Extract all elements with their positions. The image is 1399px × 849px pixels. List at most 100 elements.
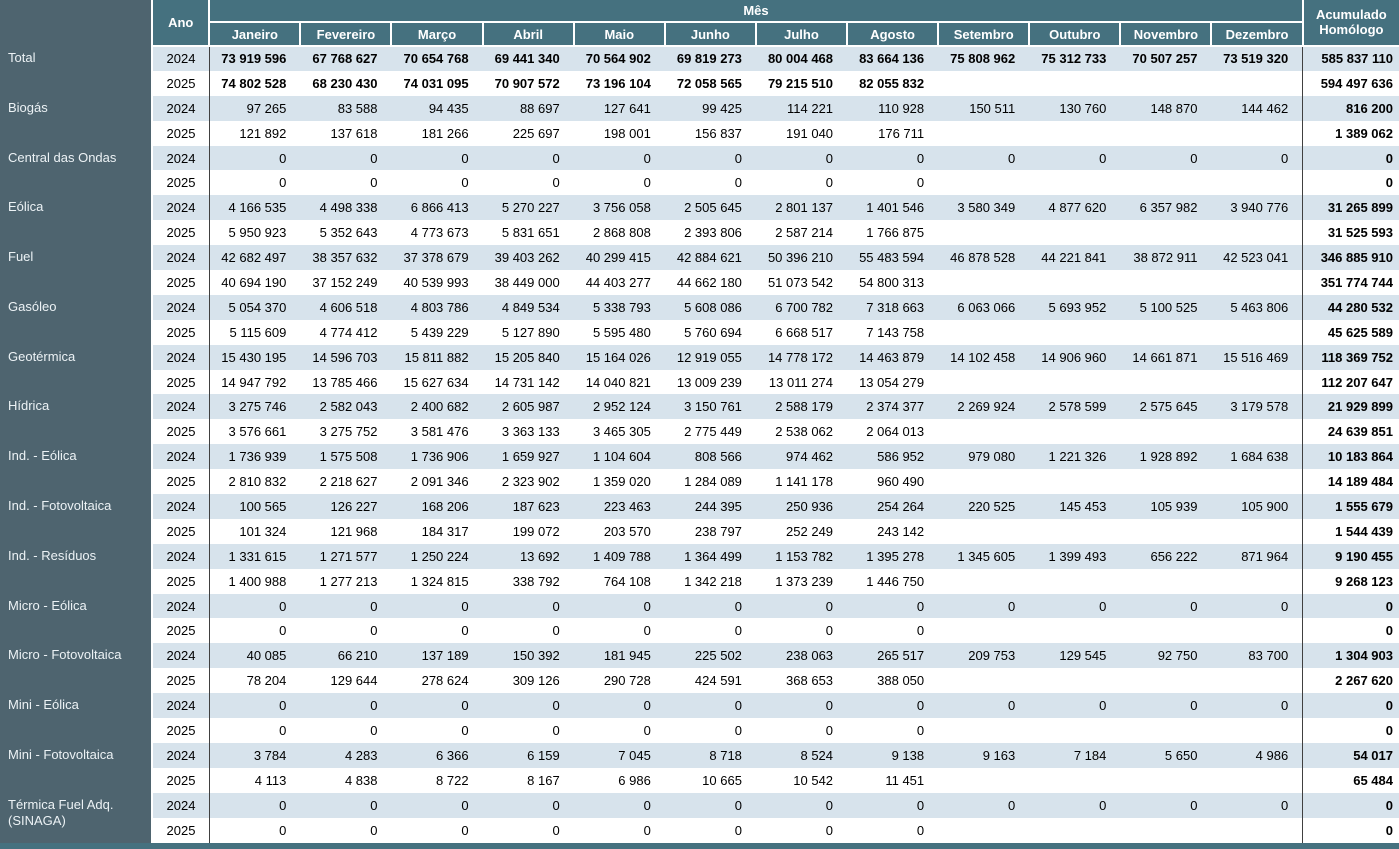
month-value-cell: 1 104 604 — [573, 444, 665, 470]
month-value-cell: 198 001 — [573, 120, 665, 146]
month-value-cell: 3 275 746 — [209, 394, 301, 420]
month-value-cell: 5 100 525 — [1120, 294, 1212, 320]
accumulated-cell: 816 200 — [1302, 95, 1399, 121]
month-value-cell: 14 040 821 — [573, 369, 665, 395]
month-value-cell — [1120, 518, 1212, 544]
accumulated-cell: 0 — [1302, 693, 1399, 719]
accumulated-cell: 45 625 589 — [1302, 319, 1399, 345]
month-value-cell: 0 — [573, 817, 665, 843]
month-value-cell: 0 — [482, 145, 574, 171]
month-value-cell: 4 283 — [300, 742, 392, 768]
month-value-cell: 0 — [938, 145, 1030, 171]
month-value-cell: 4 986 — [1211, 742, 1303, 768]
accumulated-cell: 44 280 532 — [1302, 294, 1399, 320]
month-value-cell — [1211, 718, 1303, 743]
month-value-cell: 40 694 190 — [209, 270, 301, 295]
month-value-cell: 0 — [1211, 792, 1303, 818]
accumulated-cell: 0 — [1302, 618, 1399, 644]
month-value-cell: 82 055 832 — [847, 70, 939, 96]
month-value-cell: 0 — [938, 593, 1030, 619]
table-row: Ind. - Fotovoltaica 2024 100 565 126 227 168… — [0, 494, 1399, 544]
month-value-cell: 2 538 062 — [755, 419, 848, 445]
month-value-cell: 0 — [209, 817, 301, 843]
month-value-cell: 51 073 542 — [755, 270, 848, 295]
month-value-cell: 0 — [847, 618, 939, 644]
month-value-cell: 70 654 768 — [391, 46, 483, 71]
month-value-cell: 0 — [209, 170, 301, 196]
month-value-cell: 252 249 — [755, 518, 848, 544]
month-value-cell: 15 205 840 — [482, 344, 574, 370]
month-value-cell — [1120, 319, 1212, 345]
month-value-cell — [1211, 70, 1303, 96]
month-value-cell: 70 507 257 — [1120, 46, 1212, 71]
month-value-cell: 0 — [1211, 693, 1303, 719]
month-value-cell: 2 064 013 — [847, 419, 939, 445]
month-value-cell: 2 587 214 — [755, 220, 848, 246]
month-value-cell: 3 580 349 — [938, 195, 1030, 221]
month-value-cell: 6 366 — [391, 742, 483, 768]
table-row: 2025 14 947 792 13 785 466 15 627 634 14 731… — [0, 369, 1399, 395]
table-row: 2025 101 324 121 968 184 317 199 072 203 570 2… — [0, 518, 1399, 544]
month-value-cell: 137 618 — [300, 120, 392, 146]
month-value-cell: 127 641 — [573, 95, 665, 121]
month-value-cell: 68 230 430 — [300, 70, 392, 96]
month-value-cell — [1120, 170, 1212, 196]
month-value-cell: 40 539 993 — [391, 270, 483, 295]
month-value-cell: 225 697 — [482, 120, 574, 146]
month-value-cell: 6 986 — [573, 767, 665, 793]
month-value-cell: 42 884 621 — [664, 245, 756, 271]
year-cell: 2025 — [152, 767, 210, 793]
month-value-cell: 150 392 — [482, 643, 574, 669]
month-value-cell: 1 395 278 — [847, 543, 939, 569]
year-cell: 2024 — [152, 195, 210, 221]
accumulated-cell: 0 — [1302, 145, 1399, 171]
month-value-cell: 94 435 — [391, 95, 483, 121]
month-value-cell: 5 760 694 — [664, 319, 756, 345]
accumulated-cell: 1 389 062 — [1302, 120, 1399, 146]
table-row: 2025 0 0 0 0 0 0 0 0 0 — [0, 718, 1399, 743]
month-value-cell: 0 — [482, 792, 574, 818]
month-value-cell: 0 — [664, 170, 756, 196]
month-value-cell: 0 — [391, 693, 483, 719]
month-value-cell — [1120, 369, 1212, 395]
table-row: Fuel 2024 42 682 497 38 357 632 37 378 679 39… — [0, 245, 1399, 295]
month-value-cell: 6 668 517 — [755, 319, 848, 345]
month-value-cell: 191 040 — [755, 120, 848, 146]
month-value-cell: 40 299 415 — [573, 245, 665, 271]
month-value-cell: 290 728 — [573, 668, 665, 694]
month-value-cell: 88 697 — [482, 95, 574, 121]
year-cell: 2025 — [152, 718, 210, 743]
month-value-cell: 5 463 806 — [1211, 294, 1303, 320]
month-value-cell: 1 364 499 — [664, 543, 756, 569]
month-value-cell: 70 564 902 — [573, 46, 665, 71]
table-row: Micro - Eólica 2024 0 0 0 0 0 0 0 0 0 0 0 0 0 — [0, 593, 1399, 644]
month-value-cell: 83 700 — [1211, 643, 1303, 669]
month-value-cell: 1 277 213 — [300, 568, 392, 594]
month-value-cell — [1029, 369, 1121, 395]
month-value-cell — [938, 767, 1030, 793]
month-value-cell: 83 664 136 — [847, 46, 939, 71]
month-value-cell: 586 952 — [847, 444, 939, 470]
year-cell: 2024 — [152, 394, 210, 420]
month-value-cell: 38 872 911 — [1120, 245, 1212, 271]
month-value-cell — [938, 668, 1030, 694]
month-value-cell: 92 750 — [1120, 643, 1212, 669]
month-header: Setembro — [937, 22, 1030, 47]
month-value-cell — [938, 270, 1030, 295]
month-value-cell — [1029, 120, 1121, 146]
table-row: Térmica Fuel Adq. (SINAGA) 2024 0 0 0 0 0 0 0 0 0 0… — [0, 792, 1399, 843]
month-value-cell: 974 462 — [755, 444, 848, 470]
year-cell: 2024 — [152, 145, 210, 171]
month-value-cell: 0 — [391, 170, 483, 196]
month-value-cell: 4 877 620 — [1029, 195, 1121, 221]
accumulated-cell: 54 017 — [1302, 742, 1399, 768]
month-value-cell: 0 — [664, 618, 756, 644]
month-value-cell: 2 374 377 — [847, 394, 939, 420]
month-value-cell: 74 802 528 — [209, 70, 301, 96]
month-value-cell: 0 — [1211, 593, 1303, 619]
year-cell: 2024 — [152, 543, 210, 569]
month-value-cell: 0 — [391, 792, 483, 818]
month-header: Março — [390, 22, 483, 47]
month-value-cell — [938, 120, 1030, 146]
month-value-cell: 38 449 000 — [482, 270, 574, 295]
